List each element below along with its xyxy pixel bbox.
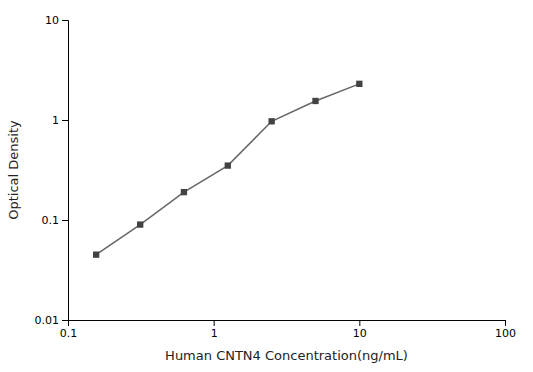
x-tick: 0.1 bbox=[60, 320, 78, 340]
y-tick-label: 0.01 bbox=[35, 314, 60, 327]
x-tick-mark bbox=[505, 320, 506, 326]
x-tick: 10 bbox=[353, 320, 367, 340]
point bbox=[268, 118, 274, 124]
x-axis-line bbox=[69, 321, 506, 327]
y-tick: 0.01 bbox=[35, 314, 69, 327]
x-tick-mark bbox=[359, 320, 360, 326]
y-tick-mark bbox=[62, 220, 68, 221]
y-axis-line bbox=[62, 21, 69, 321]
y-tick: 0.1 bbox=[42, 214, 69, 227]
x-tick: 1 bbox=[211, 320, 218, 340]
y-tick-mark bbox=[62, 20, 68, 21]
chart-container: 0.11101000.010.1110Human CNTN4 Concentra… bbox=[0, 0, 533, 372]
y-tick-mark bbox=[62, 320, 68, 321]
x-axis-title: Human CNTN4 Concentration(ng/mL) bbox=[165, 348, 408, 363]
chart-svg: 0.11101000.010.1110Human CNTN4 Concentra… bbox=[0, 0, 533, 372]
point bbox=[225, 162, 231, 168]
point bbox=[93, 252, 99, 258]
y-tick-label: 1 bbox=[52, 114, 59, 127]
y-tick: 10 bbox=[45, 14, 68, 27]
line bbox=[96, 84, 359, 255]
x-tick-label: 100 bbox=[495, 327, 516, 340]
x-tick-label: 0.1 bbox=[60, 327, 78, 340]
y-tick-label: 10 bbox=[45, 14, 59, 27]
x-tick: 100 bbox=[495, 320, 516, 340]
y-axis-title: Optical Density bbox=[6, 120, 21, 220]
y-tick: 1 bbox=[52, 114, 68, 127]
x-tick-mark bbox=[214, 320, 215, 326]
plot-area: 0.11101000.010.1110 bbox=[35, 14, 517, 340]
x-tick-label: 10 bbox=[353, 327, 367, 340]
y-axis: 0.01 0.1 1 10 bbox=[35, 14, 69, 327]
point bbox=[356, 81, 362, 87]
y-tick-mark bbox=[62, 120, 68, 121]
x-axis: 0.1 1 10 100 bbox=[60, 320, 516, 340]
point bbox=[181, 189, 187, 195]
y-tick-label: 0.1 bbox=[42, 214, 60, 227]
marks bbox=[93, 81, 363, 258]
point bbox=[312, 98, 318, 104]
point bbox=[137, 221, 143, 227]
x-tick-label: 1 bbox=[211, 327, 218, 340]
